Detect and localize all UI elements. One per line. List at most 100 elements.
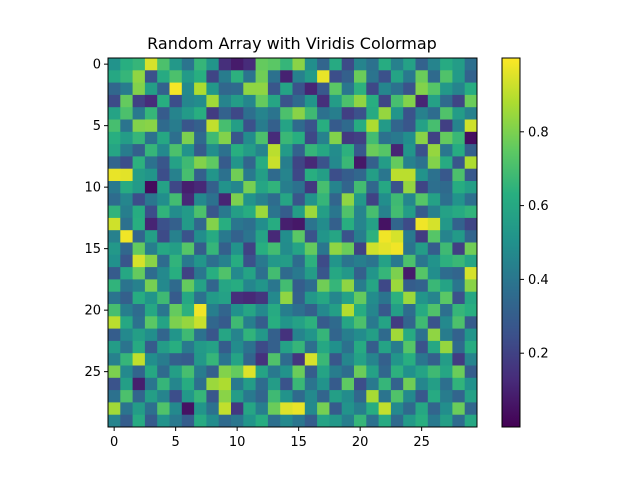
heatmap-cell <box>157 168 170 182</box>
heatmap-cell <box>231 267 244 280</box>
heatmap-cell <box>169 193 183 206</box>
heatmap-cell <box>415 94 429 108</box>
heatmap-cell <box>427 414 441 428</box>
y-tick-label: 5 <box>93 119 101 134</box>
heatmap-cell <box>267 377 281 391</box>
heatmap-cell <box>329 340 343 354</box>
heatmap-cell <box>157 242 170 256</box>
heatmap-cell <box>341 254 355 268</box>
heatmap-cell <box>304 107 318 120</box>
heatmap-cell <box>144 254 158 268</box>
heatmap-cell <box>243 70 256 83</box>
heatmap-cell <box>108 119 121 133</box>
heatmap-cell <box>255 82 269 96</box>
heatmap-cell <box>440 193 453 206</box>
heatmap-cell <box>452 156 466 170</box>
heatmap-cell <box>157 230 170 243</box>
heatmap-cell <box>231 70 244 83</box>
heatmap-cell <box>169 279 183 293</box>
heatmap-cell <box>181 402 195 416</box>
heatmap-cell <box>132 168 146 182</box>
heatmap-cell <box>415 242 429 256</box>
heatmap-cell <box>169 119 183 133</box>
heatmap-cell <box>206 119 220 133</box>
heatmap-cell <box>243 205 256 219</box>
heatmap-cell <box>354 304 367 317</box>
heatmap-cell <box>132 181 146 194</box>
heatmap-cell <box>206 156 220 170</box>
heatmap-cell <box>132 340 146 354</box>
heatmap-cell <box>280 328 293 342</box>
heatmap-cell <box>181 168 195 182</box>
heatmap-cell <box>120 119 133 133</box>
heatmap-cell <box>292 205 306 219</box>
heatmap-cell <box>415 107 429 120</box>
heatmap-cell <box>452 181 466 194</box>
heatmap-cell <box>464 217 478 231</box>
heatmap-cell <box>144 390 158 403</box>
heatmap-cell <box>304 390 318 403</box>
heatmap-cell <box>231 365 244 379</box>
heatmap-cell <box>427 304 441 317</box>
heatmap-cell <box>157 58 170 71</box>
heatmap-cell <box>243 107 256 120</box>
heatmap-cell <box>132 144 146 157</box>
heatmap-cell <box>390 340 404 354</box>
heatmap-cell <box>231 316 244 329</box>
heatmap-cell <box>120 353 133 366</box>
heatmap-cell <box>120 402 133 416</box>
heatmap-cell <box>390 94 404 108</box>
heatmap-cell <box>464 328 478 342</box>
heatmap-cell <box>218 181 232 194</box>
heatmap-cell <box>132 291 146 305</box>
heatmap-cell <box>206 316 220 329</box>
y-tick-label: 25 <box>84 365 101 380</box>
heatmap-cell <box>144 94 158 108</box>
heatmap-cell <box>206 304 220 317</box>
heatmap-cell <box>132 119 146 133</box>
heatmap-cell <box>194 70 207 83</box>
heatmap-cell <box>415 353 429 366</box>
heatmap-cell <box>464 193 478 206</box>
heatmap-cell <box>440 107 453 120</box>
heatmap-cell <box>157 279 170 293</box>
heatmap-cell <box>390 316 404 329</box>
heatmap-cell <box>280 291 293 305</box>
heatmap-cell <box>464 119 478 133</box>
heatmap-cell <box>292 316 306 329</box>
heatmap-cell <box>390 82 404 96</box>
heatmap-cell <box>218 328 232 342</box>
heatmap-cell <box>194 402 207 416</box>
heatmap-cell <box>132 217 146 231</box>
x-tick-label: 5 <box>172 435 180 450</box>
heatmap-cell <box>194 316 207 329</box>
heatmap-cell <box>243 340 256 354</box>
heatmap-cell <box>144 82 158 96</box>
heatmap-cell <box>415 328 429 342</box>
heatmap-cell <box>255 230 269 243</box>
heatmap-cell <box>267 82 281 96</box>
heatmap-cell <box>304 119 318 133</box>
heatmap-cell <box>464 156 478 170</box>
heatmap-cell <box>157 131 170 145</box>
heatmap-cell <box>169 414 183 428</box>
heatmap-cell <box>329 217 343 231</box>
heatmap-cell <box>464 107 478 120</box>
heatmap-cell <box>267 365 281 379</box>
heatmap-cell <box>427 316 441 329</box>
heatmap-cell <box>378 82 392 96</box>
heatmap-cell <box>194 377 207 391</box>
heatmap-cell <box>403 390 416 403</box>
heatmap-cell <box>206 279 220 293</box>
heatmap-cell <box>390 217 404 231</box>
heatmap-cell <box>255 254 269 268</box>
heatmap-cell <box>378 144 392 157</box>
heatmap-cell <box>231 377 244 391</box>
heatmap-cell <box>403 377 416 391</box>
heatmap-cell <box>452 316 466 329</box>
heatmap-cell <box>329 94 343 108</box>
heatmap-cell <box>304 365 318 379</box>
heatmap-cell <box>132 377 146 391</box>
heatmap-cell <box>169 365 183 379</box>
